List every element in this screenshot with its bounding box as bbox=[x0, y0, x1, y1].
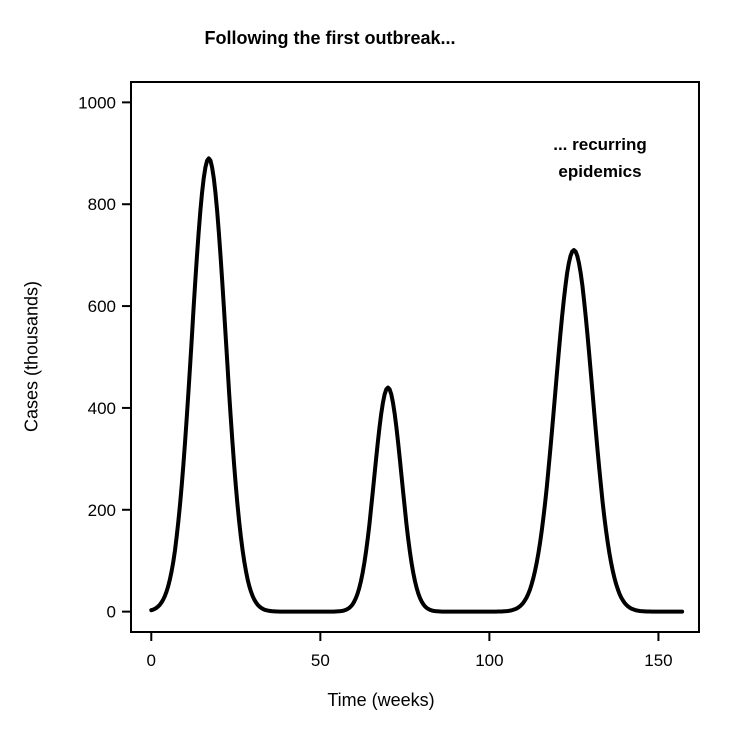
plot-frame bbox=[130, 81, 700, 633]
x-tick-label: 150 bbox=[644, 651, 672, 670]
y-tick-label: 400 bbox=[88, 399, 116, 418]
chart-annotation: ... recurring epidemics bbox=[553, 135, 647, 181]
x-tick-label: 0 bbox=[147, 651, 156, 670]
chart-title: Following the first outbreak... bbox=[204, 28, 456, 48]
x-tick-label: 50 bbox=[311, 651, 330, 670]
y-tick-label: 0 bbox=[107, 603, 116, 622]
x-tick-label: 100 bbox=[475, 651, 503, 670]
y-tick-label: 800 bbox=[88, 195, 116, 214]
x-axis-label: Time (weeks) bbox=[327, 690, 435, 710]
cases-curve bbox=[149, 156, 685, 614]
y-tick-label: 600 bbox=[88, 297, 116, 316]
y-tick-label: 1000 bbox=[78, 93, 116, 112]
y-tick-label: 200 bbox=[88, 501, 116, 520]
y-axis-label: Cases (thousands) bbox=[21, 280, 42, 433]
